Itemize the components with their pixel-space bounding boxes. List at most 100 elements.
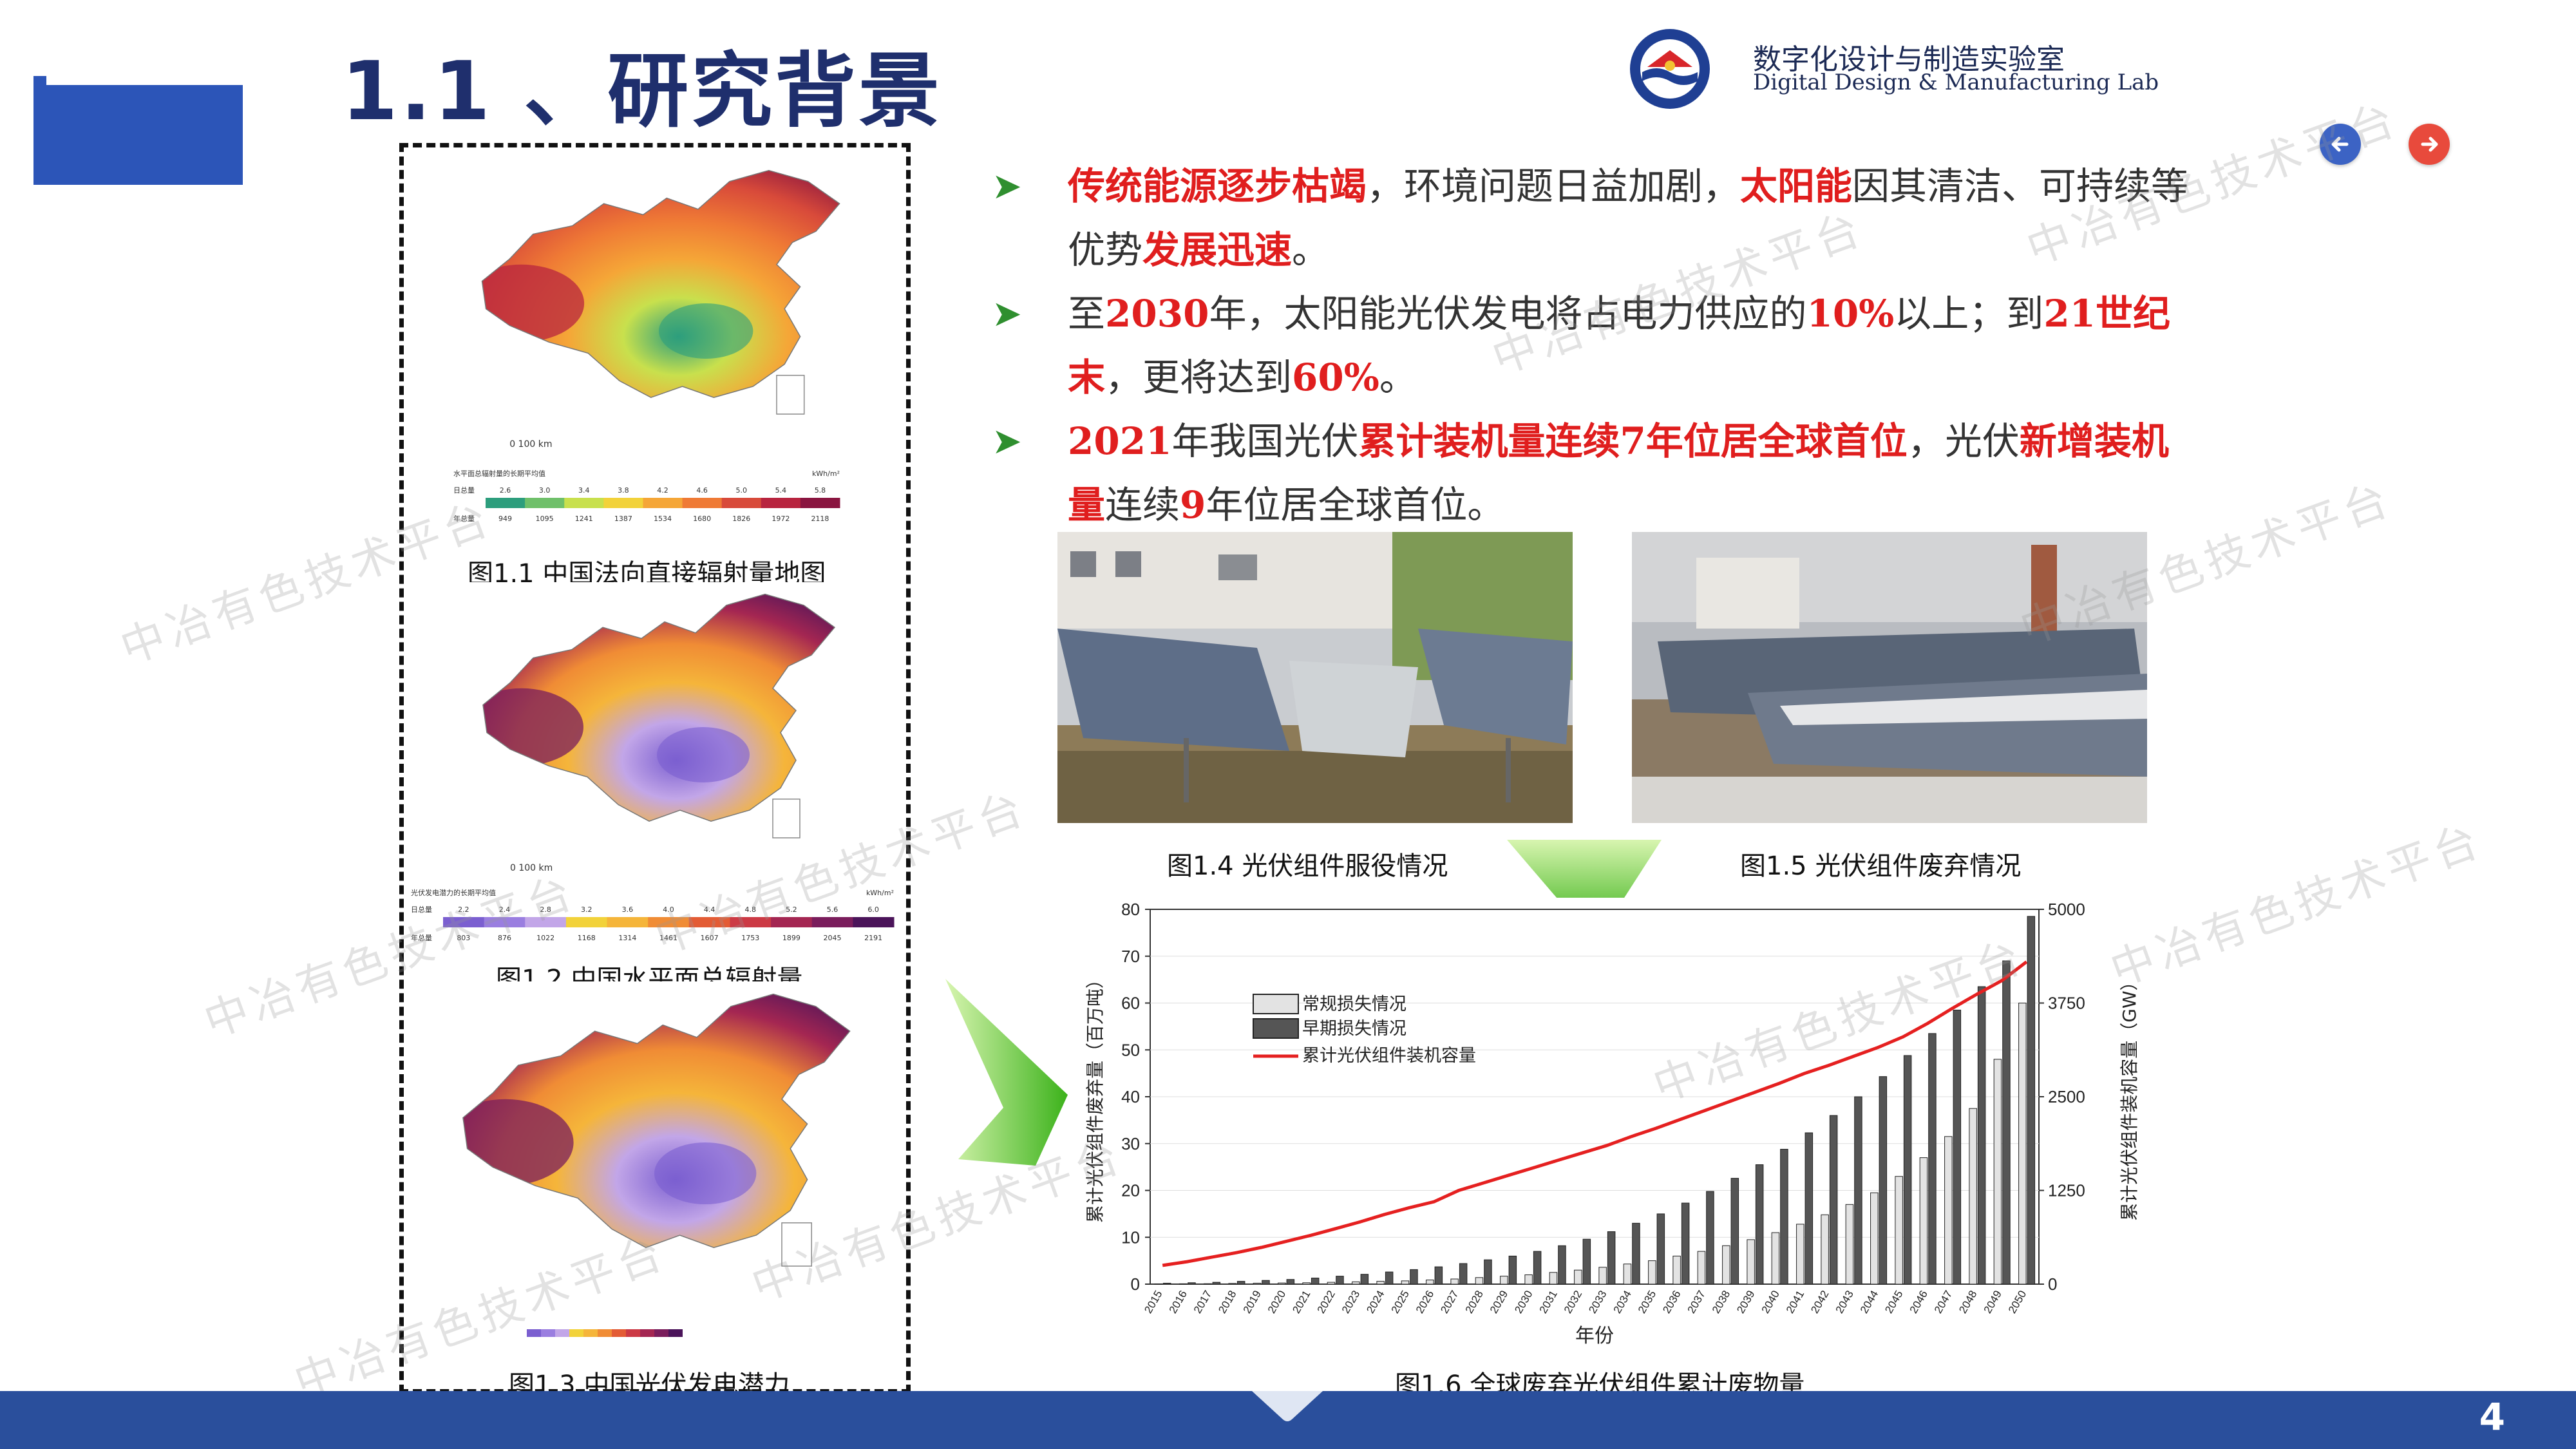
bar-early-loss <box>1262 1280 1270 1285</box>
legend-row-label: 日总量 <box>453 486 475 495</box>
legend-tick: 876 <box>498 934 511 942</box>
map-outline <box>481 169 840 399</box>
bar-early-loss <box>1236 1281 1245 1285</box>
legend-tick: 1753 <box>741 934 759 942</box>
x-tick-label: 2015 <box>1142 1289 1164 1316</box>
bar-regular-loss <box>1450 1278 1459 1285</box>
y-tick-label: 50 <box>1121 1040 1140 1059</box>
legend-tick: 1607 <box>701 934 719 942</box>
legend-title: 水平面总辐射量的长期平均值 <box>453 469 545 478</box>
y2-tick-label: 2500 <box>2048 1087 2085 1106</box>
bullet-highlight: 10% <box>1806 292 1895 336</box>
legend-swatch <box>800 498 840 508</box>
legend-label: 累计光伏组件装机容量 <box>1302 1046 1476 1066</box>
x-tick-label: 2016 <box>1167 1289 1189 1316</box>
legend-unit: kWh/m² <box>812 469 840 478</box>
x-tick-label: 2047 <box>1932 1289 1955 1316</box>
bar-regular-loss <box>1944 1136 1953 1285</box>
bar-early-loss <box>1780 1149 1788 1285</box>
legend-swatch <box>648 917 690 927</box>
legend-swatch <box>555 1329 569 1337</box>
legend-unit: kWh/m² <box>866 889 894 897</box>
legend-swatch <box>484 917 526 927</box>
x-tick-label: 2020 <box>1265 1289 1288 1316</box>
next-slide-button[interactable] <box>2409 124 2450 165</box>
legend-swatch <box>541 1329 555 1337</box>
bullet-segment: 以上；到 <box>1894 292 2044 336</box>
bar-early-loss <box>1582 1238 1591 1285</box>
lab-name-cn: 数字化设计与制造实验室 <box>1753 43 2065 76</box>
bullet-point-2: ➤ 至2030年，太阳能光伏发电将占电力供应的10%以上；到21世纪末，更将达到… <box>992 282 2190 410</box>
bar-early-loss <box>1755 1164 1764 1285</box>
map-outline <box>462 993 851 1249</box>
y2-tick-label: 5000 <box>2048 900 2085 919</box>
arrow-right-icon <box>2421 137 2438 152</box>
header-accent-notch <box>33 76 46 86</box>
bullet-segment: ，光伏 <box>1907 419 2020 463</box>
bar-early-loss <box>1953 1009 1962 1285</box>
y2-tick-label: 1250 <box>2048 1181 2085 1200</box>
legend-swatch <box>626 1329 640 1337</box>
page-number: 4 <box>2479 1395 2505 1439</box>
x-tick-label: 2029 <box>1488 1289 1510 1316</box>
x-tick-label: 2019 <box>1241 1289 1264 1316</box>
legend-tick: 1534 <box>654 515 672 523</box>
bar-early-loss <box>1336 1276 1344 1285</box>
bar-regular-loss <box>1993 1059 2002 1285</box>
y-tick-label: 40 <box>1121 1087 1140 1106</box>
bar-regular-loss <box>1376 1281 1385 1285</box>
map-fill <box>482 170 840 398</box>
map-figure-3 <box>430 981 884 1361</box>
bar-regular-loss <box>1796 1224 1804 1285</box>
x-tick-label: 2027 <box>1438 1289 1461 1316</box>
bar-early-loss <box>1977 986 1986 1285</box>
bar-regular-loss <box>1524 1274 1533 1285</box>
x-tick-label: 2039 <box>1734 1289 1757 1316</box>
bullet-highlight: 2030 <box>1105 292 1209 336</box>
legend-tick: 5.8 <box>815 486 826 495</box>
previous-slide-button[interactable] <box>2320 124 2361 165</box>
legend-swatch <box>688 917 730 927</box>
legend-swatch <box>721 498 762 508</box>
x-tick-label: 2028 <box>1463 1289 1486 1316</box>
bar-early-loss <box>1706 1191 1714 1285</box>
legend-swatch <box>603 498 643 508</box>
legend-tick: 2118 <box>811 515 829 523</box>
bar-regular-loss <box>1500 1276 1508 1285</box>
bar-regular-loss <box>1253 1283 1262 1285</box>
x-tick-label: 2030 <box>1512 1289 1535 1316</box>
bar-regular-loss <box>1623 1264 1632 1285</box>
bar-early-loss <box>1212 1282 1221 1285</box>
bullet-highlight: 累计装机量连续7年位居全球首位 <box>1358 419 1908 463</box>
legend-swatch <box>1253 1018 1299 1039</box>
bullet-segment: 。 <box>1292 228 1330 272</box>
arrow-left-icon <box>2331 137 2349 152</box>
legend-tick: 5.2 <box>786 905 797 914</box>
bullet-segment: ，环境问题日益加剧， <box>1367 164 1741 208</box>
x-tick-label: 2045 <box>1882 1289 1905 1316</box>
legend-row-label: 年总量 <box>411 933 432 942</box>
bar-early-loss <box>1632 1222 1640 1285</box>
legend-tick: 4.8 <box>745 905 757 914</box>
bullet-segment: 连续 <box>1105 483 1180 527</box>
bar-early-loss <box>1928 1033 1937 1285</box>
legend-tick: 2.2 <box>458 905 469 914</box>
legend-swatch <box>569 1329 583 1337</box>
photo-caption-2: 图1.5 光伏组件废弃情况 <box>1740 851 2022 881</box>
x-tick-label: 2041 <box>1784 1289 1806 1316</box>
bar-regular-loss <box>1672 1255 1681 1285</box>
x-tick-label: 2018 <box>1216 1289 1238 1316</box>
x-tick-label: 2024 <box>1364 1289 1387 1316</box>
legend-tick: 3.4 <box>578 486 590 495</box>
bullet-segment: 年位居全球首位。 <box>1206 483 1505 527</box>
bar-regular-loss <box>1697 1251 1706 1285</box>
bullet-segment: 因其清洁、可持续等优势 <box>1068 164 2189 272</box>
arrow-down-icon <box>1507 840 1662 930</box>
legend-title: 光伏发电潜力的长期平均值 <box>411 888 496 897</box>
bar-regular-loss <box>1401 1280 1410 1285</box>
bar-early-loss <box>1804 1132 1814 1285</box>
bullet-text: 至2030年，太阳能光伏发电将占电力供应的10%以上；到21世纪末，更将达到60… <box>1068 282 2190 410</box>
x-tick-label: 2038 <box>1710 1289 1732 1316</box>
